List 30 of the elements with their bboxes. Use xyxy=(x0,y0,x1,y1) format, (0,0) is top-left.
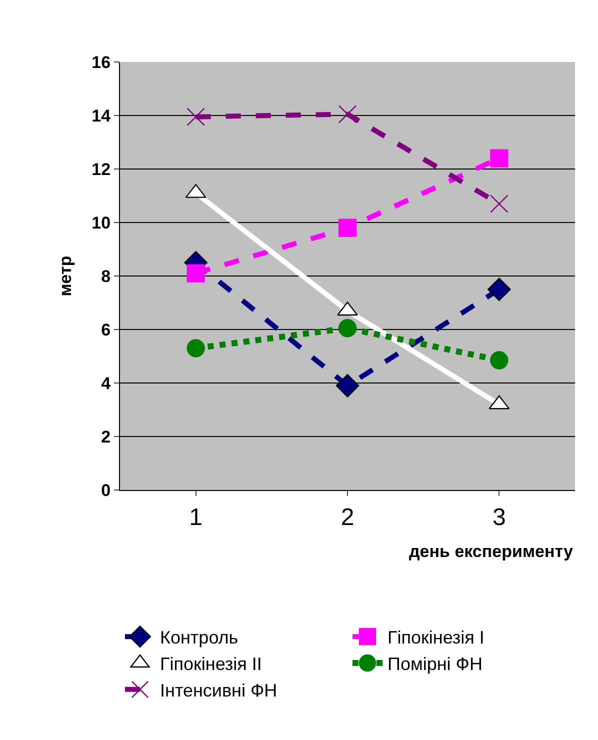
y-tick-label: 14 xyxy=(92,106,112,126)
x-tick-label: 1 xyxy=(189,504,203,531)
point xyxy=(186,264,205,282)
point xyxy=(490,351,508,370)
y-tick-label: 6 xyxy=(101,320,111,340)
point xyxy=(490,149,508,168)
y-tick-label: 0 xyxy=(101,480,111,500)
legend-label: Контроль xyxy=(160,628,238,648)
point xyxy=(186,339,205,358)
point xyxy=(186,108,205,126)
y-tick-label: 10 xyxy=(92,213,111,232)
y-tick-label: 2 xyxy=(101,427,111,446)
point xyxy=(490,194,508,213)
y-tick-label: 8 xyxy=(101,266,111,286)
point xyxy=(336,374,360,398)
point xyxy=(488,278,511,302)
legend-label: Інтенсивні ФН xyxy=(160,680,278,700)
x-tick-label: 2 xyxy=(340,504,354,531)
y-tick-label: 4 xyxy=(101,374,112,393)
x-tick-label: 3 xyxy=(492,504,506,531)
point xyxy=(338,319,357,338)
point xyxy=(338,218,357,237)
legend-label: Гіпокінезія I xyxy=(388,628,484,648)
legend-label: Помірні ФН xyxy=(388,654,482,674)
y-tick-label: 16 xyxy=(92,52,111,72)
point xyxy=(338,105,357,124)
y-tick-label: 12 xyxy=(92,160,111,179)
legend-label: Гіпокінезія II xyxy=(160,654,262,674)
x-axis-title: день експерименту xyxy=(409,542,574,561)
y-axis-title: метр xyxy=(56,256,76,296)
